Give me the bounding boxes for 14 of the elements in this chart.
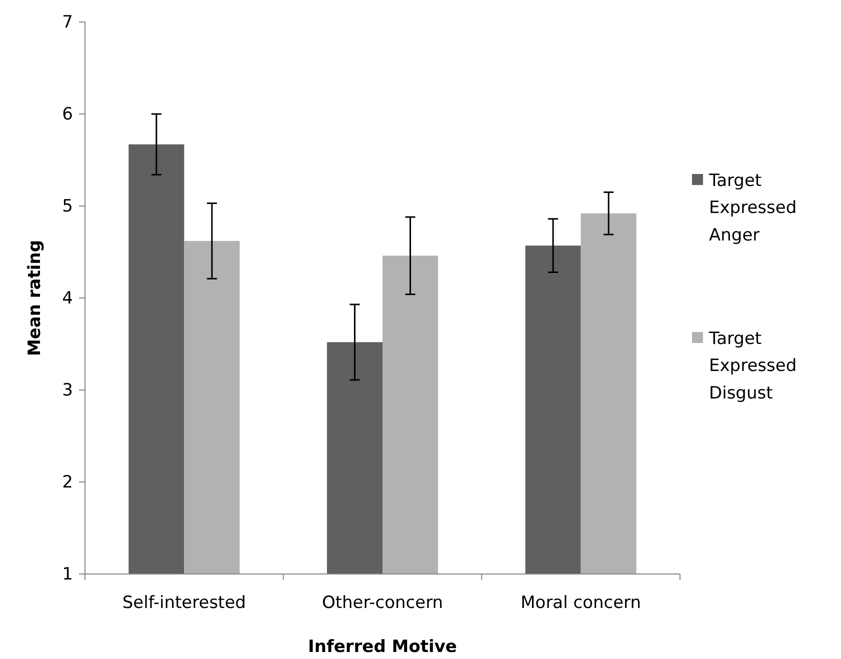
y-tick-label: 7	[62, 12, 73, 32]
y-tick-label: 5	[62, 196, 73, 216]
y-tick-label: 6	[62, 104, 73, 124]
x-axis-title: Inferred Motive	[308, 637, 457, 657]
legend-label: Target Expressed Disgust	[708, 328, 797, 404]
y-tick-label: 3	[62, 380, 73, 400]
y-tick-label: 1	[62, 564, 73, 584]
x-tick-label: Self-interested	[122, 593, 246, 613]
x-tick-label: Other-concern	[322, 593, 444, 613]
x-tick-label: Moral concern	[520, 593, 642, 613]
y-axis-title: Mean rating	[25, 240, 45, 356]
legend-label: Target Expressed Anger	[708, 170, 797, 246]
y-tick-label: 2	[62, 472, 73, 492]
y-tick-label: 4	[62, 288, 73, 308]
